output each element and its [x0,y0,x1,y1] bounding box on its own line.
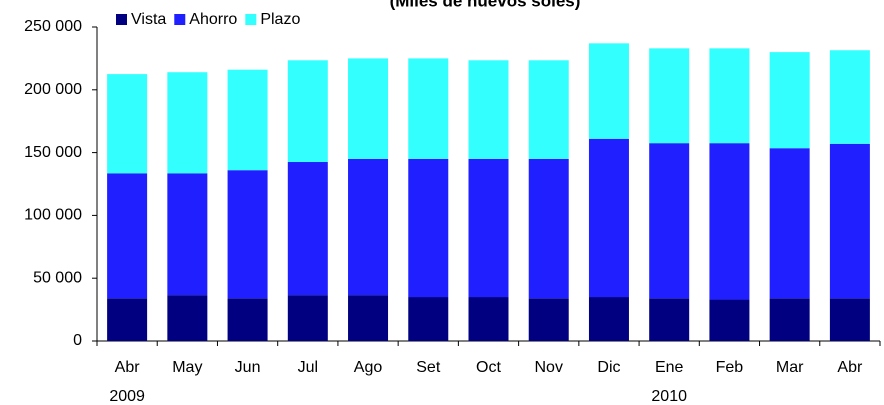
x-tick-label: Abr [837,359,863,376]
x-tick-label: Oct [476,359,501,376]
bar-segment [649,143,690,299]
x-tick-label: Abr [115,359,141,376]
legend-swatch [245,14,257,25]
y-tick-label: 150 000 [24,144,82,161]
bar-segment [649,298,690,341]
x-tick-label: Jun [235,359,261,376]
bar-segment [408,158,449,298]
y-tick-label: 100 000 [24,207,82,224]
bar-segment [287,60,328,163]
bar-segment [468,60,509,159]
x-year-label: 2010 [651,388,687,405]
bar-segment [528,298,569,341]
bar-segment [348,158,389,296]
bar-segment [167,173,208,296]
bar-segment [769,52,810,149]
x-tick-label: Ene [655,359,684,376]
bar-segment [709,143,750,300]
bar-segment [348,58,389,159]
bar-segment [769,298,810,341]
bar-segment [227,298,268,341]
bar-segment [468,158,509,298]
bar-segment [287,295,328,341]
bar-segment [107,74,148,174]
legend-swatch [116,14,127,25]
bar-segment [709,299,750,341]
x-tick-label: Dic [597,359,620,376]
bar-segment [829,143,870,299]
x-tick-label: Feb [716,359,744,376]
legend-label: Vista [131,11,166,28]
legend-label: Plazo [260,11,300,28]
bar-segment [588,138,629,298]
bar-segment [287,162,328,296]
y-tick-label: 50 000 [33,269,82,286]
chart-title: (Miles de nuevos soles) [390,0,581,10]
y-tick-label: 0 [73,332,82,349]
bar-segment [588,297,629,341]
bar-segment [107,298,148,341]
bar-segment [468,297,509,341]
x-tick-label: Jul [298,359,318,376]
legend-label: Ahorro [189,11,237,28]
bar-segment [709,48,750,144]
x-tick-label: Nov [535,359,563,376]
x-tick-label: May [172,359,202,376]
bar-segment [528,158,569,299]
bar-segment [227,69,268,171]
y-tick-label: 250 000 [24,18,82,35]
bar-segment [348,295,389,341]
bar-segment [829,298,870,341]
bar-segment [107,173,148,299]
x-tick-label: Set [416,359,441,376]
x-year-label: 2009 [109,388,145,405]
y-tick-label: 200 000 [24,81,82,98]
bar-segment [588,43,629,139]
bar-segment [408,297,449,341]
x-tick-label: Ago [354,359,383,376]
bar-segment [528,60,569,159]
bar-segment [829,50,870,144]
bar-segment [649,48,690,144]
bar-segment [167,295,208,341]
bar-segment [167,72,208,174]
bar-segment [408,58,449,159]
legend-swatch [174,14,186,25]
x-tick-label: Mar [776,359,804,376]
bar-segment [227,170,268,299]
bar-segment [769,148,810,299]
